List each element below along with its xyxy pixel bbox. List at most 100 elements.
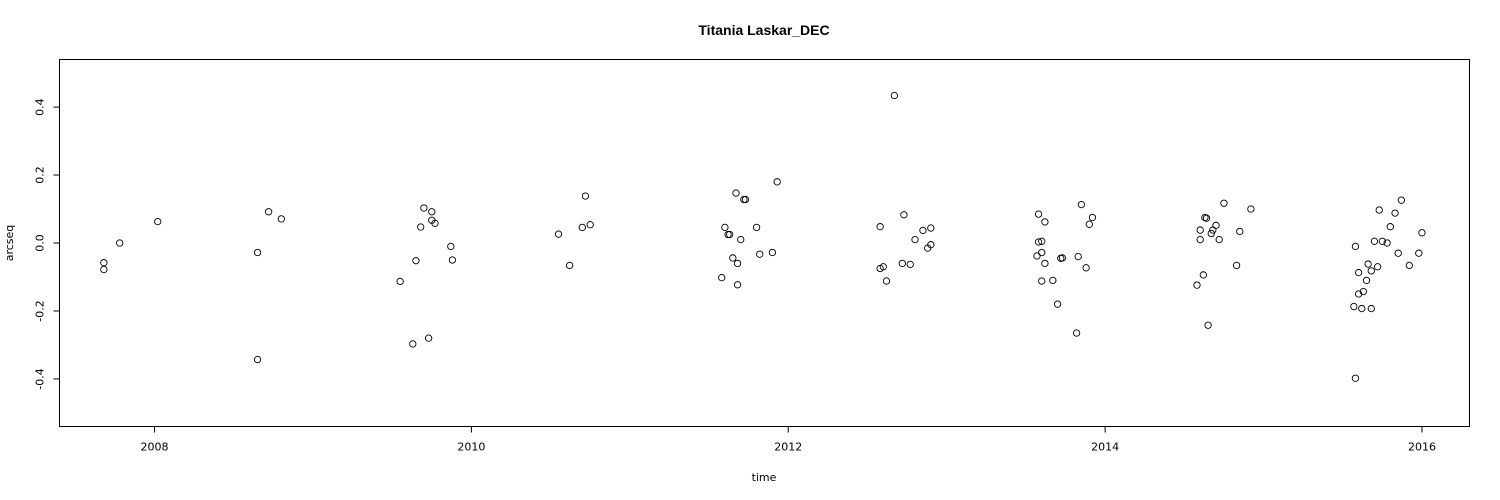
data-point xyxy=(578,223,586,232)
data-point xyxy=(100,265,108,274)
data-point xyxy=(447,242,455,251)
data-point xyxy=(420,204,428,212)
data-point xyxy=(1204,321,1212,329)
data-point xyxy=(1196,226,1204,234)
data-point xyxy=(1196,235,1204,244)
data-point xyxy=(1364,260,1372,268)
x-tick-label: 2008 xyxy=(141,441,169,454)
data-point xyxy=(1367,304,1375,313)
data-point xyxy=(732,189,740,197)
y-tick-label: 0.0 xyxy=(34,234,47,252)
y-axis-label: arcseq xyxy=(3,225,16,262)
data-point xyxy=(1202,214,1211,222)
data-point xyxy=(1193,281,1201,289)
data-point xyxy=(253,355,262,364)
data-point xyxy=(424,334,433,342)
data-point xyxy=(1358,304,1366,313)
x-tick-label: 2014 xyxy=(1091,441,1119,454)
data-point xyxy=(1033,252,1041,260)
data-point xyxy=(1041,259,1049,268)
data-point xyxy=(100,259,108,267)
data-point xyxy=(1207,229,1215,238)
data-point xyxy=(1373,263,1382,271)
data-point xyxy=(1053,300,1062,308)
x-axis: 2008 2010 2012 2014 2016 xyxy=(141,426,1436,454)
chart-title: Titania Laskar_DEC xyxy=(698,22,829,38)
x-axis-label: time xyxy=(752,471,777,484)
data-point xyxy=(737,235,745,244)
data-point xyxy=(1232,261,1241,270)
data-point xyxy=(1350,302,1358,311)
data-point xyxy=(1359,287,1368,296)
y-tick-label: 0.4 xyxy=(34,98,47,116)
y-tick-label: -0.2 xyxy=(34,300,47,321)
data-point xyxy=(733,281,742,289)
data-point xyxy=(1386,223,1394,231)
data-point xyxy=(253,248,262,257)
data-point xyxy=(1088,213,1097,222)
data-point xyxy=(417,223,425,231)
data-point xyxy=(756,250,764,258)
data-point xyxy=(1391,209,1399,217)
data-point xyxy=(729,254,737,262)
data-point xyxy=(1354,290,1363,298)
data-point xyxy=(900,211,908,219)
data-point xyxy=(1383,239,1391,247)
data-point xyxy=(1354,268,1363,277)
data-point xyxy=(1212,221,1220,229)
data-point xyxy=(1038,277,1046,285)
data-point xyxy=(1415,249,1423,257)
data-point xyxy=(396,277,404,286)
data-point xyxy=(752,223,761,232)
data-point xyxy=(725,230,734,239)
data-point xyxy=(1058,254,1066,262)
data-point xyxy=(718,274,726,282)
data-point xyxy=(733,259,742,268)
x-tick-label: 2016 xyxy=(1408,441,1436,454)
data-point xyxy=(1038,237,1046,245)
data-point xyxy=(890,91,899,100)
y-axis: -0.4 -0.2 0.0 0.2 0.4 xyxy=(34,98,60,390)
data-point xyxy=(581,192,590,200)
data-point xyxy=(927,224,935,232)
data-point xyxy=(1397,196,1406,204)
data-point xyxy=(586,220,594,229)
data-point xyxy=(412,257,420,265)
data-point xyxy=(882,277,891,285)
data-point xyxy=(1394,249,1402,257)
data-point xyxy=(898,259,906,268)
data-point xyxy=(721,223,729,232)
data-point xyxy=(1418,229,1426,237)
data-point xyxy=(768,248,777,257)
data-point xyxy=(264,208,273,216)
data-point xyxy=(919,226,927,235)
data-point xyxy=(277,215,285,223)
data-point xyxy=(1351,374,1360,382)
x-tick-label: 2010 xyxy=(457,441,485,454)
data-point xyxy=(740,195,748,204)
data-point xyxy=(565,261,574,270)
data-point xyxy=(879,263,887,271)
data-point xyxy=(876,223,884,231)
data-point xyxy=(1362,276,1371,285)
data-point xyxy=(431,219,439,227)
data-point xyxy=(1405,261,1413,270)
data-point xyxy=(1085,220,1093,228)
data-point xyxy=(154,217,162,226)
data-point xyxy=(1082,264,1090,272)
data-point xyxy=(1072,329,1081,337)
data-point xyxy=(1038,248,1046,257)
data-point xyxy=(724,230,732,239)
data-point xyxy=(116,239,124,247)
data-point xyxy=(1041,218,1049,226)
data-point xyxy=(1370,237,1379,245)
data-point xyxy=(1351,242,1360,251)
data-point xyxy=(1074,252,1082,261)
data-point xyxy=(409,340,417,348)
data-point xyxy=(1034,238,1043,246)
y-tick-label: 0.2 xyxy=(34,166,47,184)
data-point xyxy=(1199,271,1207,279)
data-point xyxy=(554,230,563,238)
data-point xyxy=(1247,205,1255,213)
